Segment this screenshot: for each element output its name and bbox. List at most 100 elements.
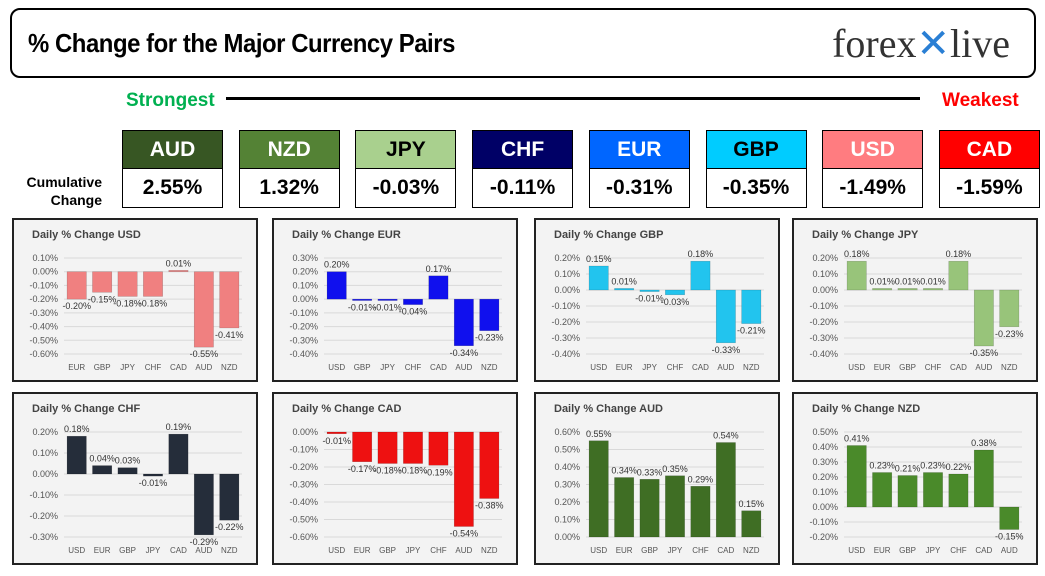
y-tick-label: -0.20% [29, 511, 58, 521]
bar-gbp [639, 479, 660, 538]
y-tick-label: 0.20% [292, 267, 318, 277]
y-tick-label: -0.10% [809, 517, 838, 527]
data-label: -0.20% [62, 301, 91, 311]
bar-chart: Daily % Change GBP 0.20% 0.10% 0.00% -0.10% -… [551, 229, 766, 372]
y-tick-label: 0.20% [32, 427, 58, 437]
x-tick-label: AUD [455, 546, 472, 555]
bar-jpy [377, 298, 398, 301]
x-tick-label: CHF [430, 546, 447, 555]
x-tick-label: CAD [950, 363, 967, 372]
chart-title: Daily % Change USD [32, 229, 141, 241]
data-label: 0.01% [166, 258, 192, 268]
bar-eur [66, 271, 87, 300]
bar-aud [453, 298, 474, 347]
data-label: -0.18% [373, 466, 402, 476]
data-label: 0.41% [844, 434, 870, 444]
bar-chart: Daily % Change JPY 0.20% 0.10% 0.00% -0.10% -… [809, 229, 1023, 372]
bar-eur [92, 465, 113, 475]
cumulative-value: -0.35% [706, 169, 806, 207]
data-label: -0.54% [450, 529, 479, 539]
currency-box-jpy: JPY -0.03% [355, 130, 457, 208]
bar-chf [143, 271, 163, 297]
x-tick-label: EUR [354, 546, 371, 555]
bar-chart: Daily % Change EUR 0.30% 0.20% 0.10% 0.00% -0… [289, 229, 503, 372]
x-tick-label: AUD [455, 363, 472, 372]
bar-jpy [665, 475, 685, 538]
chart-panel: Daily % Change CHF 0.20% 0.10% 0.00% -0.10% -… [12, 392, 258, 565]
x-tick-label: USD [590, 546, 607, 555]
y-tick-label: 0.30% [292, 253, 318, 263]
bar-eur [872, 288, 893, 291]
chart-panel: Daily % Change GBP 0.20% 0.10% 0.00% -0.10% -… [534, 218, 780, 382]
bar-eur [614, 288, 635, 291]
bar-cad [973, 449, 994, 508]
bar-jpy [403, 431, 423, 464]
data-label: 0.18% [688, 249, 714, 259]
cumulative-value: -0.03% [356, 169, 456, 207]
strongest-label: Strongest [126, 90, 215, 111]
data-label: 0.22% [946, 462, 972, 472]
data-label: -0.35% [970, 348, 999, 358]
data-label: 0.20% [324, 260, 350, 270]
x-tick-label: GBP [379, 546, 396, 555]
data-label: 0.23% [920, 461, 946, 471]
page-title: % Change for the Major Currency Pairs [28, 28, 455, 58]
y-tick-label: -0.50% [29, 335, 58, 345]
x-tick-label: USD [328, 363, 345, 372]
data-label: 0.04% [89, 454, 115, 464]
y-tick-label: -0.10% [289, 445, 318, 455]
data-label: 0.21% [895, 464, 921, 474]
data-label: -0.21% [737, 326, 766, 336]
bar-aud [453, 431, 474, 527]
x-tick-label: AUD [1001, 546, 1018, 555]
data-label: -0.01% [373, 303, 402, 313]
y-tick-label: 0.10% [32, 448, 58, 458]
y-tick-label: -0.40% [551, 349, 580, 359]
bar-aud [193, 271, 214, 348]
data-label: -0.15% [995, 532, 1024, 542]
data-label: 0.01% [895, 276, 921, 286]
data-label: -0.18% [139, 298, 168, 308]
data-label: 0.55% [586, 429, 612, 439]
currency-code: CAD [939, 131, 1039, 169]
y-tick-label: 0.50% [812, 427, 838, 437]
x-tick-label: AUD [717, 363, 734, 372]
x-tick-label: NZD [743, 363, 760, 372]
data-label: 0.17% [426, 264, 452, 274]
bar-aud [999, 506, 1020, 530]
data-label: 0.29% [688, 474, 714, 484]
data-label: -0.34% [450, 348, 479, 358]
data-label: -0.01% [139, 478, 168, 488]
currency-box-aud: AUD 2.55% [122, 130, 223, 208]
currency-code: CHF [473, 131, 573, 169]
bar-chart: Daily % Change USD 0.10% 0.00% -0.10% -0.20%… [29, 229, 243, 372]
bar-eur [872, 472, 893, 508]
x-tick-label: JPY [146, 546, 161, 555]
x-tick-label: USD [848, 363, 865, 372]
bar-chf [665, 289, 685, 296]
x-tick-label: NZD [481, 546, 498, 555]
y-tick-label: 0.30% [812, 457, 838, 467]
y-tick-label: -0.10% [289, 308, 318, 318]
bar-aud [193, 473, 214, 536]
bar-gbp [117, 467, 138, 475]
chart-panel: Daily % Change CAD 0.00% -0.10% -0.20% -0.30… [272, 392, 518, 565]
data-label: 0.33% [637, 467, 663, 477]
bar-chart: Daily % Change CHF 0.20% 0.10% 0.00% -0.10% -… [29, 403, 243, 555]
y-tick-label: -0.50% [289, 515, 318, 525]
chart-title: Daily % Change EUR [292, 229, 401, 241]
y-tick-label: -0.20% [29, 294, 58, 304]
y-tick-label: -0.60% [29, 349, 58, 359]
currency-box-gbp: GBP -0.35% [705, 130, 807, 208]
cumulative-value: -1.59% [939, 169, 1039, 207]
y-tick-label: 0.10% [812, 487, 838, 497]
currency-code: EUR [589, 131, 689, 169]
y-tick-label: 0.20% [812, 472, 838, 482]
weakest-label: Weakest [942, 90, 1019, 111]
y-tick-label: 0.20% [554, 497, 580, 507]
cumulative-label-line2: Change [50, 192, 102, 208]
y-tick-label: -0.40% [809, 349, 838, 359]
bar-nzd [999, 289, 1020, 328]
data-label: -0.18% [113, 298, 142, 308]
data-label: 0.01% [920, 276, 946, 286]
